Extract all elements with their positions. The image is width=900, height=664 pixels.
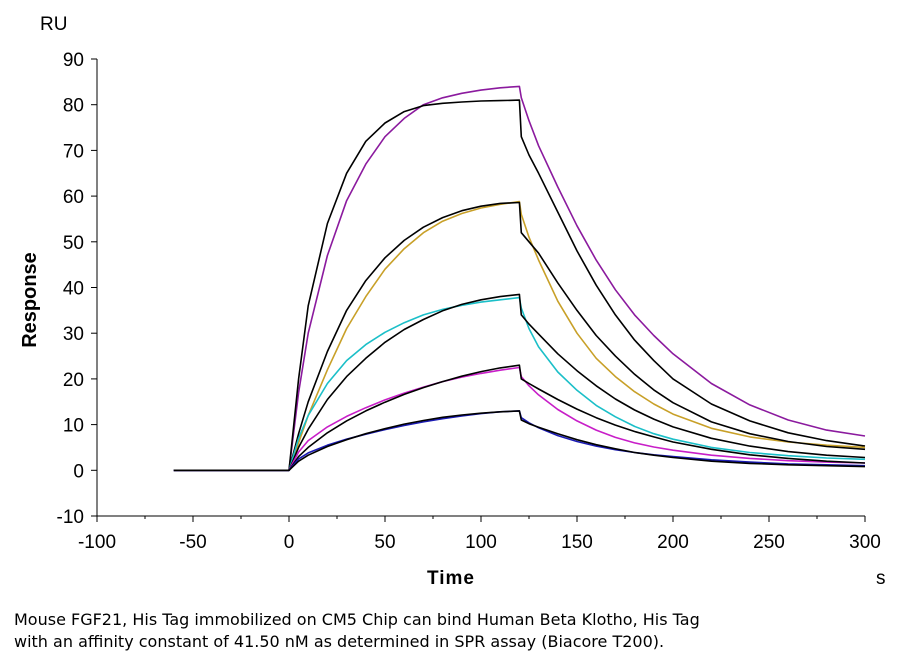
x-tick-label: 150 (561, 532, 593, 553)
y-tick-label: -10 (57, 507, 84, 528)
fit-curve-9 (173, 410, 866, 472)
x-tick-label: 0 (284, 532, 295, 553)
x-tick-label: 50 (374, 532, 395, 553)
x-tick-label: 200 (657, 532, 689, 553)
figure-caption: Mouse FGF21, His Tag immobilized on CM5 … (14, 609, 886, 653)
y-tick-label: 60 (63, 187, 84, 208)
x-tick-label: 100 (465, 532, 497, 553)
x-tick-label: 300 (849, 532, 881, 553)
x-unit-label: s (876, 568, 886, 589)
x-axis-title: Time (427, 568, 475, 589)
y-tick-label: 40 (63, 279, 84, 300)
y-tick-label: 50 (63, 233, 84, 254)
fit-curve-7 (173, 364, 866, 472)
sensorgram-curve-0 (173, 85, 866, 472)
fit-curve-3 (173, 201, 866, 472)
caption-line-2: with an affinity constant of 41.50 nM as… (14, 632, 665, 651)
y-unit-label: RU (40, 14, 67, 35)
y-ticks: -10 0 10 20 30 40 50 60 70 80 90 (57, 50, 97, 528)
sensorgram-curve-4 (173, 296, 866, 472)
x-tick-label: -100 (78, 532, 116, 553)
chart-axes (96, 59, 865, 517)
y-tick-label: 70 (63, 141, 84, 162)
y-tick-label: 0 (73, 461, 84, 482)
caption-line-1: Mouse FGF21, His Tag immobilized on CM5 … (14, 610, 700, 629)
x-tick-label: 250 (753, 532, 785, 553)
sensorgram-curve-2 (173, 200, 866, 472)
fit-curve-5 (173, 293, 866, 472)
series-layer (173, 85, 866, 472)
x-tick-label: -50 (179, 532, 206, 553)
sensorgram-curve-6 (173, 366, 866, 472)
y-tick-label: 20 (63, 370, 84, 391)
y-tick-label: 30 (63, 324, 84, 345)
sensorgram-curve-8 (173, 410, 866, 472)
x-ticks: -100 -50 0 50 100 150 200 250 300 (78, 516, 881, 553)
y-tick-label: 10 (63, 416, 84, 437)
y-tick-label: 80 (63, 96, 84, 117)
y-tick-label: 90 (63, 50, 84, 71)
y-axis-title: Response (19, 252, 41, 348)
fit-curve-1 (173, 99, 866, 472)
